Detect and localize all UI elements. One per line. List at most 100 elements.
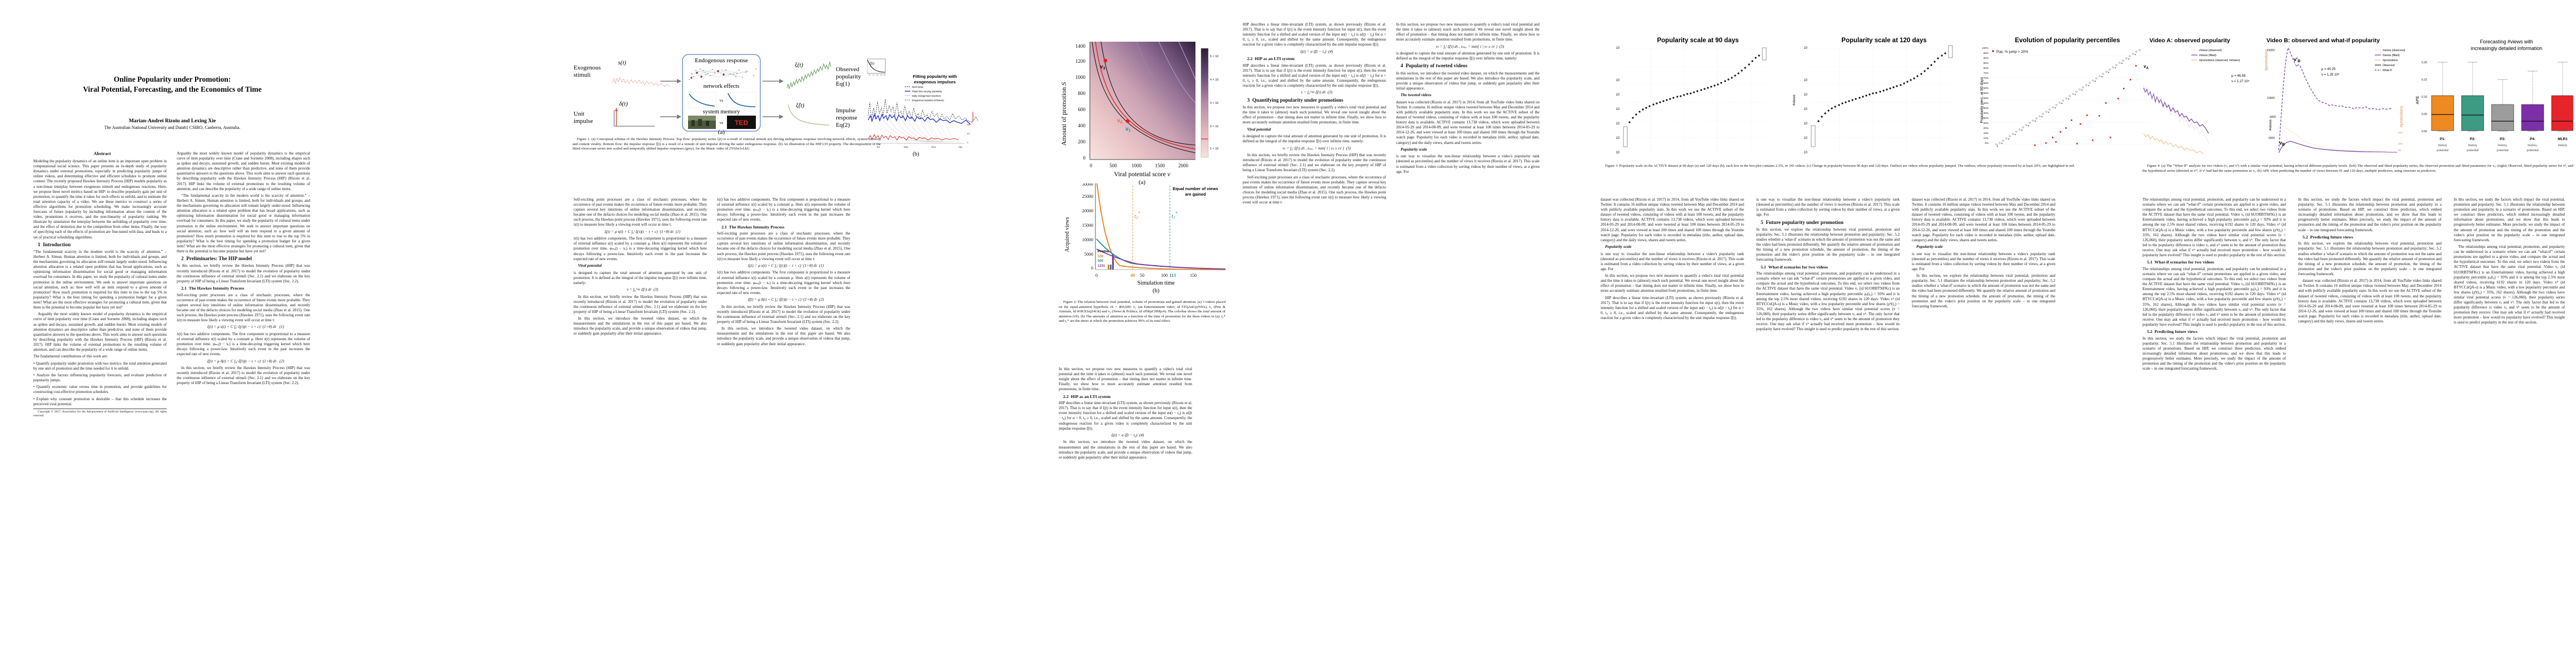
fig4-p1-title: Video A: observed popularity bbox=[2149, 37, 2230, 44]
fig2a-label-v1: v1 bbox=[1125, 126, 1131, 133]
contributions-lead: The fundamental contributions of this wo… bbox=[33, 354, 108, 359]
fig4-p1-fitted bbox=[2143, 87, 2209, 134]
svg-text:15000: 15000 bbox=[2267, 49, 2275, 52]
svg-text:Jan: Jan bbox=[958, 146, 963, 148]
fig2a-point-v2 bbox=[1125, 119, 1130, 123]
fig2a-contour-2 bbox=[1100, 41, 1196, 146]
c5-heading-2-2: 2.2 HIP as an LTI system bbox=[1063, 394, 1111, 399]
fig1b-xticks: Jul Sep Nov Jan bbox=[876, 146, 963, 148]
svg-text:0.05: 0.05 bbox=[2421, 113, 2427, 116]
svg-text:What-If: What-If bbox=[2383, 69, 2392, 72]
svg-text:history,: history, bbox=[2528, 144, 2538, 147]
fig2b-title-2: are gained bbox=[1185, 192, 1206, 197]
c6-subheading-1: Viral potential bbox=[1247, 127, 1271, 132]
fig1-xi-of-t: ξ(t) bbox=[795, 62, 803, 68]
c8-subheading: Popularity scale bbox=[1605, 245, 1632, 250]
c4-para-3: λ(t) has two additive components. The fi… bbox=[717, 270, 850, 295]
fig4-box-p4 bbox=[2521, 71, 2544, 132]
svg-text:10: 10 bbox=[1803, 47, 1807, 50]
c6-para-4: In this section, we briefly review the H… bbox=[1243, 153, 1386, 173]
c9-para-1: is one way to visualize the non-linear r… bbox=[1756, 197, 1900, 217]
c6-para-5: Self-exciting point processes are a clas… bbox=[1243, 175, 1386, 205]
fig2a-label-v3: v3 bbox=[1100, 64, 1105, 71]
c11-para-1: The relationships among viral potential,… bbox=[2142, 197, 2286, 258]
c4-para-4: In this section, we briefly review the H… bbox=[717, 304, 850, 324]
fig2a-contour-1 bbox=[1092, 41, 1196, 153]
svg-text:400: 400 bbox=[1078, 123, 1086, 128]
svg-text:5 × 10: 5 × 10 bbox=[1210, 55, 1218, 58]
svg-text:Exogenous impulses (#shares): Exogenous impulses (#shares) bbox=[912, 99, 944, 102]
fig4-box-title-2: increasingly detailed information bbox=[2471, 46, 2543, 51]
svg-text:30000: 30000 bbox=[1082, 183, 1093, 187]
svg-text:25: 25 bbox=[880, 74, 883, 76]
figure-2-panel-a: Amount of promotion S 0 200 400 600 800 1000… bbox=[1059, 25, 1237, 186]
svg-text:P2:: P2: bbox=[2470, 137, 2475, 141]
sec21-para-3: In this section, we briefly review the H… bbox=[177, 366, 310, 386]
fig4-box-p2 bbox=[2461, 62, 2484, 132]
svg-text:0.00: 0.00 bbox=[2421, 130, 2427, 133]
fig1-out1-line2: popularity bbox=[836, 73, 861, 80]
svg-text:MLR1: MLR1 bbox=[2558, 137, 2568, 141]
fig2b-panel-label: (b) bbox=[1153, 288, 1160, 294]
column-5: In this section, we propose two new meas… bbox=[1059, 367, 1192, 656]
fig2b-curve-v3 bbox=[1096, 248, 1226, 270]
fig4-p2-yticks-axis: 6000 bbox=[2270, 116, 2276, 119]
fig3-p2-box-last bbox=[1948, 45, 1953, 58]
c7-subheading-1: The tweeted videos bbox=[1401, 93, 1432, 98]
svg-text:potential: potential bbox=[2497, 149, 2508, 152]
c4-para-1: λ(t) has two additive components. The fi… bbox=[717, 197, 850, 222]
fig4-box-p1 bbox=[2431, 62, 2454, 132]
fig1-out1-line1: Observed bbox=[836, 66, 860, 73]
svg-text:potential: potential bbox=[2527, 149, 2538, 152]
fig1-delta-of-t: δ(t) bbox=[619, 101, 628, 107]
fig3-p3-jump-points bbox=[2034, 65, 2137, 146]
fig4-box-ylabel: APE bbox=[2415, 96, 2420, 104]
fig2b-title-1: Equal number of views bbox=[1173, 186, 1218, 191]
fig1-unit-label-1: Unit bbox=[574, 111, 585, 117]
svg-text:200: 200 bbox=[2398, 131, 2403, 134]
svg-text:10000: 10000 bbox=[2267, 97, 2275, 100]
fig2a-heatmap bbox=[1090, 42, 1195, 160]
fig3-p1-title: Popularity scale at 90 days bbox=[1657, 37, 1738, 44]
c13-para-1: In this section, we study the factors wh… bbox=[2454, 197, 2565, 242]
fig1b-exogenous-impulses bbox=[868, 133, 959, 141]
fig2b-label-t2: t2* bbox=[1134, 211, 1140, 220]
svg-text:history: history bbox=[2558, 144, 2568, 147]
fig1-arrowhead-bottom-out bbox=[779, 115, 784, 119]
c3-para-4: In this section, we briefly review the H… bbox=[574, 294, 707, 314]
svg-text:10: 10 bbox=[869, 74, 871, 76]
fig1b-title-2: exogenous impulses bbox=[914, 79, 955, 84]
figure-1-panel-b: Fitting popularity with exogenous impuls… bbox=[866, 22, 980, 161]
svg-text:4 × 10: 4 × 10 bbox=[1210, 78, 1218, 82]
c6-para-0: HIP describes a linear time-invariant (L… bbox=[1243, 22, 1386, 47]
fig3-p3-yticks: 100% 95% 90% 85% 80% 75% 70% 65% 60% 55% 50% 45%… bbox=[1982, 47, 1989, 145]
svg-text:5000: 5000 bbox=[2269, 137, 2275, 140]
c7-heading-4: 4 Popularity of tweeted videos bbox=[1401, 63, 1468, 69]
c12-para-3: dataset was collected (Rizoiu et al. 201… bbox=[2298, 278, 2442, 323]
svg-text:800: 800 bbox=[1078, 91, 1086, 96]
equation-1: ξ(t) = μ s(t) + C ∫₀ᵗ ξ(τ)(t − τ + c)⁻(1… bbox=[207, 325, 284, 330]
svg-text:75%: 75% bbox=[1984, 72, 1989, 74]
fig1-out2-line2: response bbox=[836, 115, 858, 121]
c11-para-3: In this section, we study the factors wh… bbox=[2142, 336, 2286, 371]
svg-text:60%: 60% bbox=[1984, 87, 1989, 89]
fig1-s-of-t: s(t) bbox=[618, 59, 626, 66]
svg-text:10: 10 bbox=[1616, 47, 1620, 50]
svg-text:10: 10 bbox=[1803, 137, 1807, 140]
c7-para-4: dataset was collected (Rizoiu et al. 201… bbox=[1396, 99, 1539, 145]
svg-text:95%: 95% bbox=[1984, 52, 1989, 54]
fig1b-svg: Fitting popularity with exogenous impuls… bbox=[866, 58, 980, 157]
fig2b-promo-v3: 1231 bbox=[1098, 265, 1105, 268]
svg-text:90%: 90% bbox=[1984, 57, 1989, 59]
svg-text:P1:: P1: bbox=[2440, 137, 2445, 141]
c6-para-2: In this section, we propose two new meas… bbox=[1243, 105, 1386, 125]
fig4-p1-nu: ν = 1.27 10⁵ bbox=[2231, 79, 2250, 83]
title-line-1: Online Popularity under Promotion: bbox=[113, 75, 231, 83]
fig2a-equal-attention-hyperbola bbox=[1095, 41, 1196, 150]
fig4-p1-mu: μ = 46.59 bbox=[2231, 74, 2246, 78]
sec21-para-1: Self-exciting point processes are a clas… bbox=[177, 292, 310, 323]
svg-text:potential: potential bbox=[2437, 149, 2448, 152]
fig1-out2-line3: Eq(2) bbox=[836, 122, 850, 128]
svg-text:50%: 50% bbox=[1984, 97, 1989, 99]
svg-text:10: 10 bbox=[1616, 93, 1620, 97]
